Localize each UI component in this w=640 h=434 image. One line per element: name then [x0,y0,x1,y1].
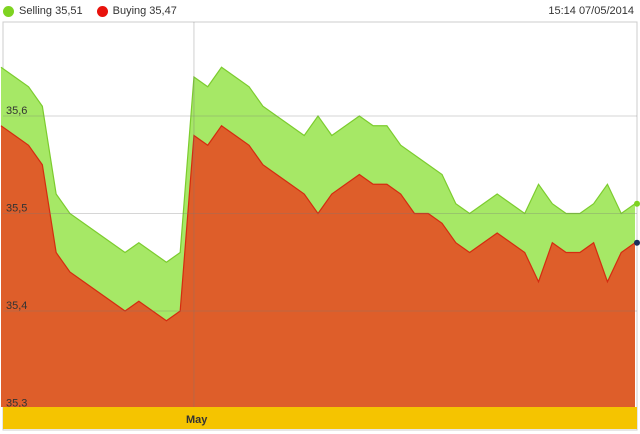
y-tick-label: 35,6 [6,105,27,117]
selling-dot-icon [3,5,14,17]
y-tick-label: 35,3 [6,398,27,410]
y-tick-label: 35,4 [6,300,27,312]
legend-item-buying[interactable]: Buying 35,47 [96,5,177,17]
area-buying [1,125,635,407]
legend-item-selling[interactable]: Selling 35,51 [3,5,83,17]
buying-label: Buying 35,47 [112,5,177,17]
x-axis-band [3,407,637,429]
y-tick-label: 35,5 [6,203,27,215]
buying-last-marker [634,239,640,246]
selling-label: Selling 35,51 [19,5,83,17]
legend: Selling 35,51 Buying 35,47 [3,5,177,17]
selling-last-marker [634,200,640,207]
x-tick-label: May [186,414,208,426]
buying-dot-icon [96,5,108,17]
timestamp: 15:14 07/05/2014 [548,5,634,17]
